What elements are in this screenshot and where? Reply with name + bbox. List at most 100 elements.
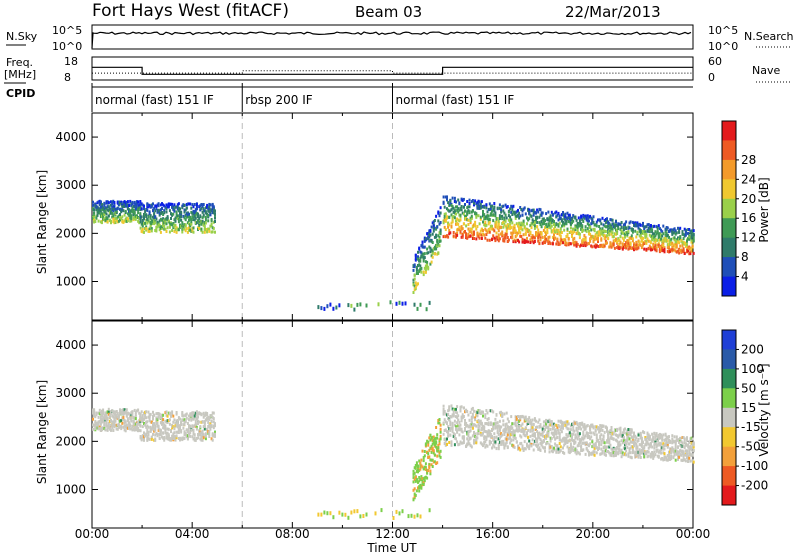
scatter-point [549,226,552,230]
scatter-point [466,437,469,441]
scatter-point [210,414,213,417]
scatter-point [188,202,190,206]
scatter-point [620,435,623,438]
scatter-point [476,411,479,414]
scatter-point [419,483,422,487]
scatter-point [654,453,657,456]
scatter-point [429,469,432,473]
scatter-point [621,243,624,247]
scatter-point [544,446,546,450]
scatter-point [580,449,583,452]
scatter-point [489,432,492,436]
scatter-point [511,213,514,216]
scatter-point [549,436,552,440]
scatter-point [152,417,154,421]
scatter-point [690,236,693,240]
scatter-point [674,245,677,249]
scatter-point [654,246,657,250]
scatter-point [517,447,519,451]
scatter-point [207,219,210,223]
scatter-point [202,425,205,429]
scatter-point [458,428,461,432]
scatter-point [412,278,415,282]
scatter-point [474,212,477,216]
scatter-point [637,239,640,243]
scatter-point [470,216,473,220]
scatter-point [184,419,187,423]
scatter-point [544,435,546,439]
scatter-point [639,243,642,247]
scatter-point [618,244,621,248]
scatter-point [498,203,501,207]
scatter-point [208,202,211,206]
scatter-point [444,228,447,231]
scatter-point [105,418,108,422]
scatter-point [479,233,482,237]
scatter-point [133,422,136,426]
scatter-point [537,447,540,451]
scatter-point [488,433,491,437]
scatter-point [647,437,650,441]
scatter-point [542,424,545,428]
scatter-point [182,418,185,422]
scatter-point [489,224,492,228]
scatter-point [568,438,571,442]
scatter-point [200,227,203,231]
scatter-point [539,441,542,445]
scatter-point [565,235,568,238]
scatter-point [590,228,593,232]
scatter-point [132,427,135,431]
scatter-point [131,202,134,206]
scatter-point [424,443,427,447]
scatter-point [423,245,426,249]
scatter-point [502,225,505,229]
scatter-point [588,223,590,227]
scatter-point [485,206,488,210]
scatter-point [523,417,526,421]
scatter-point [528,420,531,424]
scatter-point [172,207,175,211]
scatter-point [182,426,185,430]
scatter-point [153,222,156,226]
scatter-point [634,434,637,438]
scatter-point [537,435,540,439]
scatter-point [137,421,140,425]
scatter-point [471,412,474,416]
scatter-point [515,427,518,431]
scatter-point [594,243,597,247]
scatter-point [555,242,558,246]
scatter-point [532,223,535,227]
scatter-point [428,448,431,452]
scatter-point [161,210,163,214]
scatter-point [557,211,560,215]
scatter-point [478,200,481,204]
scatter-point [92,417,94,421]
scatter-point [519,214,522,218]
scatter-point [564,215,567,219]
scatter-point [113,416,116,420]
scatter-point [607,437,610,441]
scatter-point [163,425,166,429]
scatter-point [494,239,497,243]
scatter-point [193,203,196,206]
scatter-point [189,412,192,416]
scatter-point [147,203,150,207]
scatter-point [512,434,515,438]
scatter-point [474,416,477,420]
scatter-point [431,442,434,446]
scatter-point [510,433,513,437]
scatter-point [588,219,590,223]
scatter-point [133,200,136,204]
scatter-point [209,414,212,418]
scatter-point [152,202,154,206]
scatter-point [598,225,601,228]
scatter-point [635,446,638,450]
scatter-point [465,444,468,448]
scatter-point [651,432,654,436]
scatter-point [452,409,455,412]
scatter-point [130,219,133,223]
scatter-point [537,239,540,243]
scatter-point [139,420,142,424]
scatter-point [200,206,203,210]
scatter-point [497,437,500,441]
